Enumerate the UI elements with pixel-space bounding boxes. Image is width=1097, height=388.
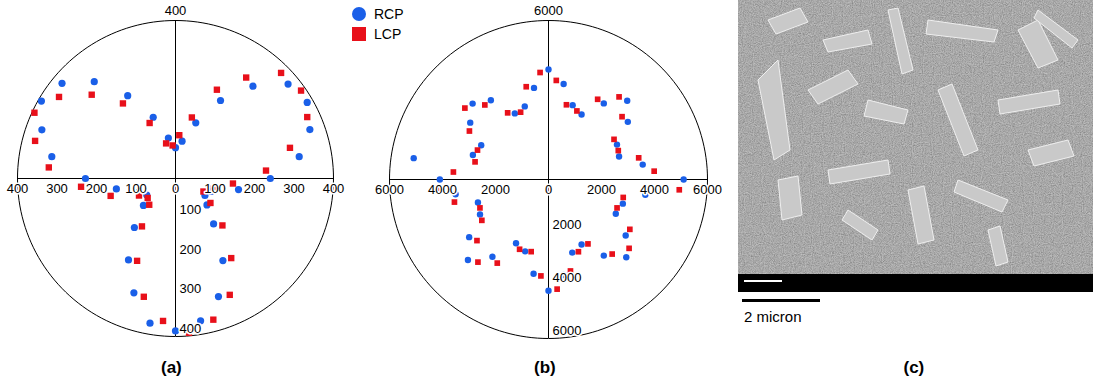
svg-text:200: 200 bbox=[86, 181, 108, 196]
svg-text:6000: 6000 bbox=[534, 3, 563, 18]
svg-text:400: 400 bbox=[180, 321, 202, 336]
html-text:RCP: RCP bbox=[374, 6, 404, 22]
svg-text:200: 200 bbox=[244, 181, 266, 196]
svg-text:300: 300 bbox=[46, 181, 68, 196]
svg-text:400: 400 bbox=[7, 181, 29, 196]
html-text:2 micron: 2 micron bbox=[744, 308, 802, 325]
svg-text:0: 0 bbox=[545, 182, 552, 197]
svg-text:4000: 4000 bbox=[640, 182, 669, 197]
svg-text:6000: 6000 bbox=[693, 182, 722, 197]
svg-text:400: 400 bbox=[323, 181, 345, 196]
svg-text:4000: 4000 bbox=[553, 270, 582, 285]
svg-text:6000: 6000 bbox=[375, 182, 404, 197]
svg-text:100: 100 bbox=[204, 181, 226, 196]
svg-text:2000: 2000 bbox=[553, 217, 582, 232]
html-text:LCP: LCP bbox=[374, 26, 402, 42]
svg-text:6000: 6000 bbox=[553, 323, 582, 338]
svg-text:2000: 2000 bbox=[481, 182, 510, 197]
svg-text:100: 100 bbox=[180, 202, 202, 217]
svg-text:300: 300 bbox=[283, 181, 305, 196]
svg-text:400: 400 bbox=[165, 3, 187, 18]
svg-text:100: 100 bbox=[125, 181, 147, 196]
svg-text:200: 200 bbox=[180, 242, 202, 257]
svg-text:2000: 2000 bbox=[587, 182, 616, 197]
html-text:(c): (c) bbox=[903, 358, 925, 377]
svg-text:0: 0 bbox=[172, 181, 179, 196]
svg-text:300: 300 bbox=[180, 281, 202, 296]
html-text:(a): (a) bbox=[161, 358, 182, 377]
svg-text:4000: 4000 bbox=[428, 182, 457, 197]
html-text:(b): (b) bbox=[534, 358, 556, 377]
